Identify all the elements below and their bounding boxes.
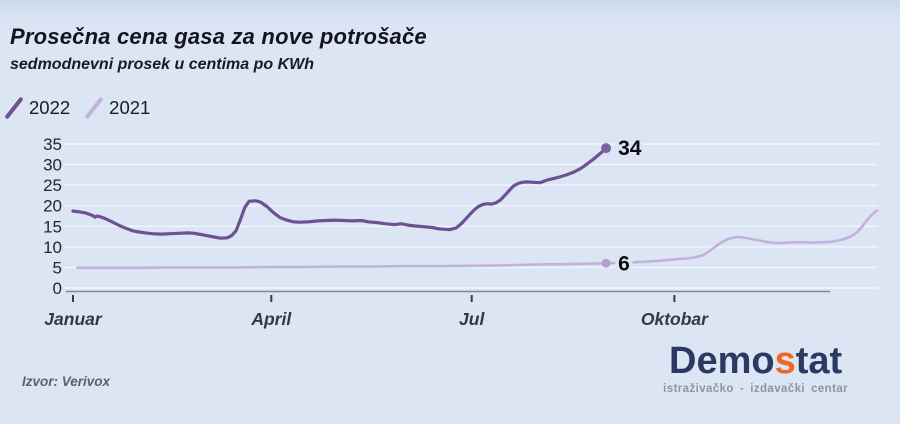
y-tick-label: 30 — [43, 156, 62, 175]
demostat-logo: Demostat istraživačko - izdavački centar — [663, 342, 848, 396]
legend-label-2022: 2022 — [29, 97, 71, 118]
x-tick-label: Oktobar — [641, 309, 709, 329]
series-line-2022 — [71, 146, 608, 240]
logo-tagline: istraživačko - izdavački centar — [663, 383, 848, 395]
x-tick-label: Jul — [459, 309, 485, 329]
series-marker-2021 — [601, 258, 611, 268]
logo-wordmark: Demostat — [663, 342, 848, 380]
legend-label-2021: 2021 — [109, 97, 151, 118]
logo-part-demo: Demo — [669, 340, 775, 382]
logo-part-tat: tat — [795, 340, 843, 382]
chart-title: Prosečna cena gasa za nove potrošače — [10, 24, 427, 49]
y-tick-label: 35 — [43, 135, 62, 154]
value-label-2022: 34 — [618, 137, 642, 160]
legend-line-2021-icon — [84, 96, 104, 120]
legend-item-2021: 2021 — [84, 94, 151, 122]
y-tick-label: 0 — [53, 279, 62, 298]
y-tick-label: 20 — [43, 197, 62, 216]
y-tick-label: 25 — [43, 176, 62, 195]
x-tick-label: Januar — [44, 309, 103, 329]
y-tick-label: 5 — [53, 258, 62, 277]
y-tick-label: 10 — [43, 238, 62, 257]
value-label-2021: 6 — [618, 252, 630, 275]
legend-item-2022: 2022 — [4, 94, 71, 122]
y-tick-label: 15 — [43, 217, 62, 236]
logo-part-s: s — [774, 340, 796, 382]
legend: 2022 2021 — [4, 94, 151, 122]
legend-line-2022-icon — [4, 96, 24, 120]
series-line-2021 — [76, 209, 879, 270]
source-note: Izvor: Verivox — [22, 374, 111, 389]
series-marker-2022 — [601, 143, 612, 154]
chart-subtitle: sedmodnevni prosek u centima po KWh — [10, 56, 315, 73]
x-tick-label: April — [250, 309, 292, 329]
